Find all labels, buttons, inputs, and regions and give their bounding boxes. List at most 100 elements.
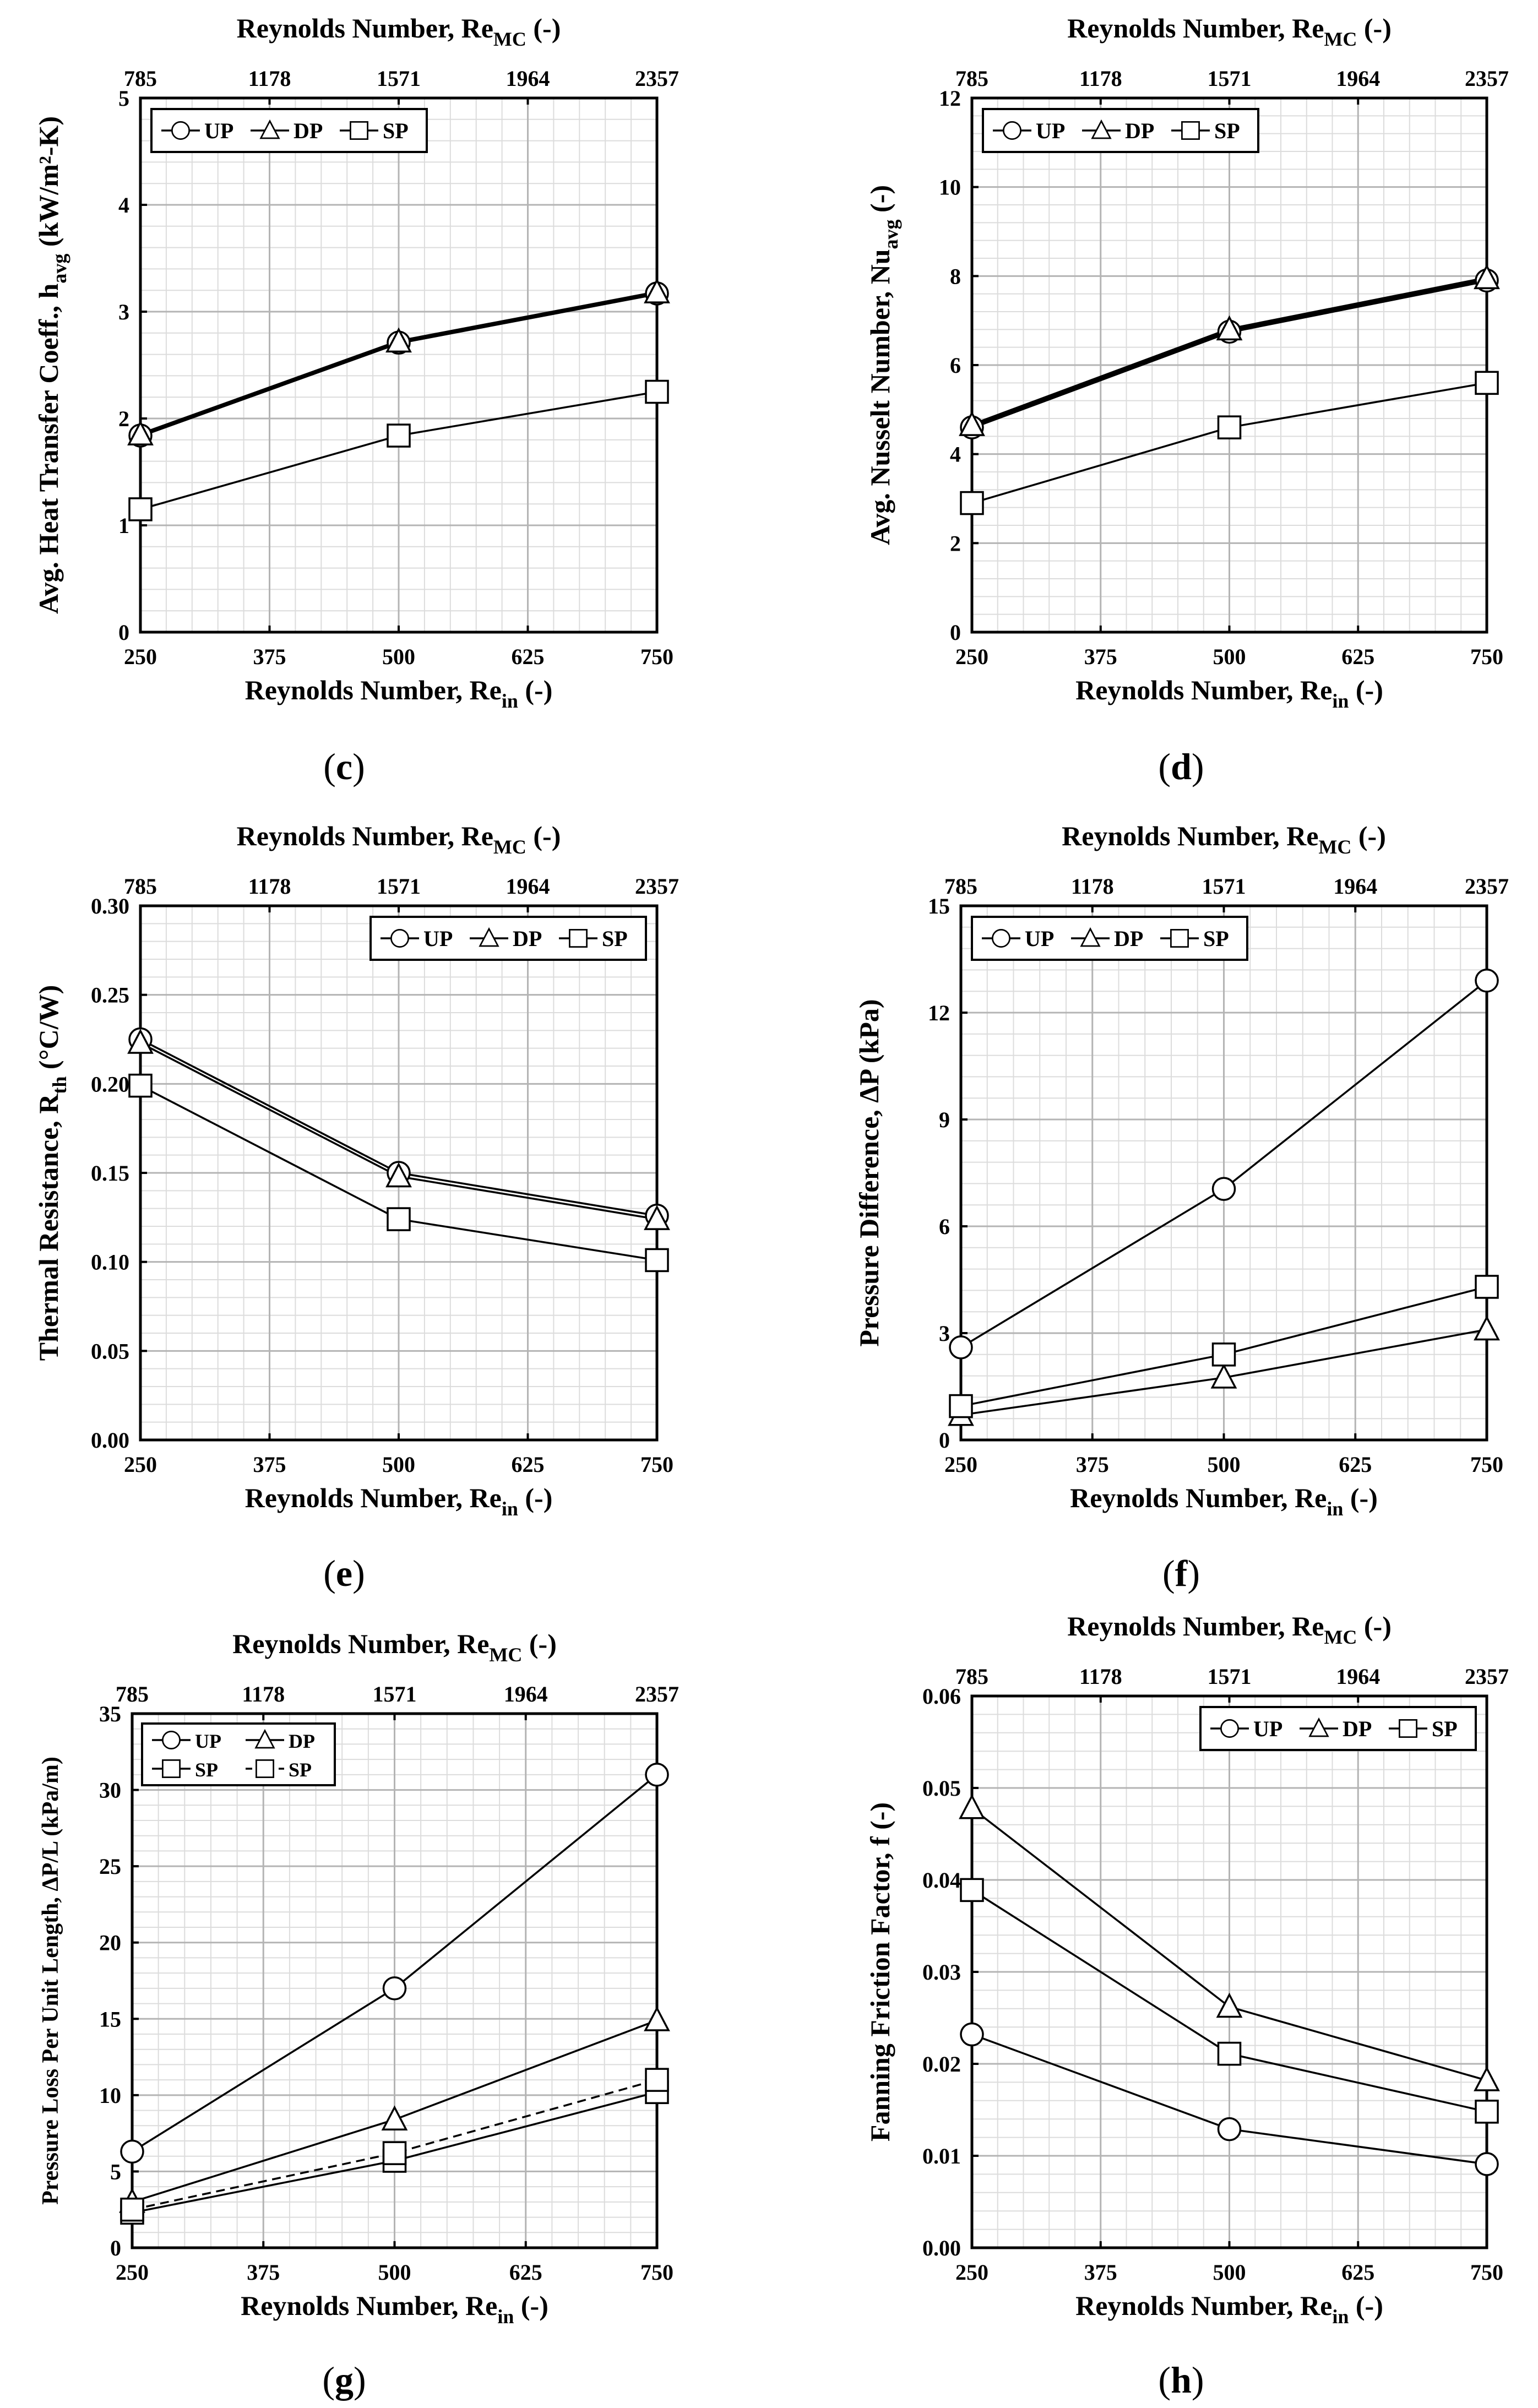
y-tick-label: 0 — [950, 620, 961, 645]
data-point-sp — [1217, 2041, 1242, 2066]
legend-marker — [1091, 119, 1112, 139]
legend-marker — [1080, 927, 1101, 947]
data-point-up — [1475, 2152, 1499, 2176]
y-tick-label: 30 — [99, 1778, 121, 1803]
y-axis-title: Pressure Loss Per Unit Length, ΔP/L (kPa… — [38, 1757, 63, 2205]
legend-label: DP — [513, 926, 542, 951]
x-tick-label: 625 — [512, 644, 545, 669]
legend-label: UP — [1025, 926, 1054, 951]
y-tick-label: 0.03 — [922, 1960, 961, 1985]
y-tick-label: 0.06 — [922, 1684, 961, 1709]
x2-tick-label: 2357 — [635, 874, 679, 899]
x-tick-label: 500 — [1208, 1452, 1241, 1477]
legend-marker — [256, 1759, 274, 1778]
legend: UP DP SP — [150, 108, 428, 153]
x2-tick-label: 1178 — [1079, 1664, 1122, 1689]
y-tick-label: 1 — [118, 513, 129, 538]
data-point-up — [1217, 2117, 1242, 2141]
data-point-dp — [127, 1029, 154, 1054]
data-point-dp — [1210, 1363, 1237, 1389]
data-point-dp — [1474, 264, 1500, 290]
x-tick-label: 625 — [1339, 1452, 1372, 1477]
panel-label: (e) — [323, 1552, 365, 1594]
x2-tick-label: 1571 — [1208, 66, 1252, 91]
y-tick-label: 6 — [939, 1214, 950, 1239]
data-point-up — [120, 2139, 144, 2164]
x-tick-label: 250 — [955, 644, 988, 669]
y-tick-label: 6 — [950, 353, 961, 378]
x2-tick-label: 1964 — [1336, 66, 1380, 91]
y-tick-label: 15 — [99, 2007, 121, 2031]
legend-label: SP — [1214, 118, 1240, 143]
y-tick-label: 0.00 — [91, 1428, 129, 1453]
y-tick-label: 10 — [939, 175, 961, 200]
legend: UP DP SP — [982, 108, 1259, 153]
legend-label: SP — [195, 1759, 218, 1781]
legend: UP DP SP — [1199, 1706, 1477, 1751]
x-tick-label: 375 — [1076, 1452, 1109, 1477]
chart-panel-c: 0 1 2 3 4 5 250 375 500 625 750 785 1178 1571 1964 2357… — [33, 13, 679, 787]
x2-axis-title: Reynolds Number, ReMC (-) — [237, 820, 561, 858]
y-tick-label: 0 — [118, 620, 129, 645]
legend-marker — [162, 1731, 181, 1749]
x-tick-label: 750 — [1470, 644, 1503, 669]
legend-marker — [992, 929, 1010, 948]
x-tick-label: 500 — [1213, 2260, 1246, 2285]
data-point-up — [382, 1976, 407, 2001]
x-tick-label: 250 — [124, 1452, 157, 1477]
y-tick-label: 3 — [939, 1321, 950, 1346]
y-tick-label: 0.00 — [922, 2236, 961, 2260]
y-axis-title: Thermal Resistance, Rth (°C/W) — [33, 985, 70, 1361]
x2-axis-title: Reynolds Number, ReMC (-) — [232, 1628, 557, 1666]
y-tick-label: 9 — [939, 1107, 950, 1132]
data-point-sp — [1211, 1342, 1236, 1367]
x2-tick-label: 2357 — [635, 66, 679, 91]
y-tick-label: 10 — [99, 2083, 121, 2108]
legend-label: UP — [195, 1730, 221, 1752]
data-point-sp — [960, 1878, 984, 1903]
x2-tick-label: 785 — [955, 1664, 988, 1689]
x2-tick-label: 1964 — [506, 874, 550, 899]
legend-label: UP — [423, 926, 453, 951]
legend-marker — [390, 929, 409, 948]
x2-tick-label: 2357 — [1465, 1664, 1509, 1689]
legend: UP DP SP — [369, 916, 647, 961]
data-point-up — [949, 1335, 973, 1360]
x-tick-label: 625 — [1341, 644, 1374, 669]
y-tick-label: 5 — [118, 86, 129, 111]
x2-tick-label: 785 — [124, 874, 157, 899]
panel-label: (d) — [1158, 746, 1204, 787]
x2-tick-label: 1571 — [1202, 874, 1246, 899]
data-point-dp — [385, 1162, 412, 1188]
y-tick-label: 12 — [928, 1001, 950, 1025]
legend-label: DP — [294, 118, 323, 143]
y-tick-label: 0.20 — [91, 1072, 129, 1096]
data-point-sp — [128, 1073, 153, 1098]
y-tick-label: 2 — [950, 531, 961, 556]
legend-marker — [254, 1728, 275, 1749]
x-axis-title: Reynolds Number, Rein (-) — [1075, 675, 1383, 712]
y-tick-label: 0.10 — [91, 1250, 129, 1275]
x2-axis-title: Reynolds Number, ReMC (-) — [1067, 1611, 1392, 1648]
y-tick-label: 0.05 — [922, 1776, 961, 1801]
x-tick-label: 500 — [378, 2260, 411, 2285]
x-tick-label: 500 — [1213, 644, 1246, 669]
legend-marker — [1308, 1717, 1329, 1737]
legend-label: UP — [1253, 1716, 1282, 1741]
x2-tick-label: 785 — [955, 66, 988, 91]
legend-label: SP — [1432, 1716, 1458, 1741]
legend-label: SP — [383, 118, 409, 143]
data-point-sp — [1217, 415, 1242, 439]
x-tick-label: 250 — [116, 2260, 149, 2285]
y-tick-label: 0.15 — [91, 1161, 129, 1186]
x-tick-label: 750 — [640, 2260, 673, 2285]
x-tick-label: 250 — [944, 1452, 977, 1477]
data-point-sp — [960, 491, 984, 515]
x-axis-title: Reynolds Number, Rein (-) — [1070, 1482, 1378, 1520]
chart-panel-h: 0.00 0.01 0.02 0.03 0.04 0.05 0.06 250 375 500 625… — [865, 1611, 1509, 2401]
y-tick-label: 0 — [110, 2236, 121, 2260]
legend-label: DP — [1343, 1716, 1372, 1741]
y-tick-label: 35 — [99, 1702, 121, 1726]
data-point-sp-dashed- — [645, 2068, 669, 2092]
y-tick-label: 12 — [939, 86, 961, 111]
